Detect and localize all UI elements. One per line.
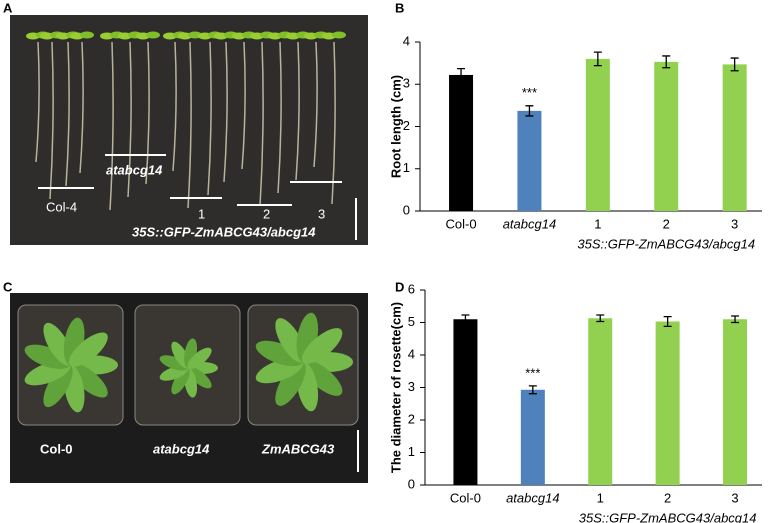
leaf — [332, 31, 346, 39]
leaf — [255, 340, 304, 367]
panel-label: C — [3, 279, 13, 294]
root — [207, 41, 212, 196]
root — [313, 41, 318, 168]
leaf — [275, 361, 306, 406]
error-bar — [593, 51, 602, 67]
error-bar — [457, 67, 466, 82]
x-tick-label: atabcg14 — [506, 490, 560, 505]
panel-label: B — [395, 0, 404, 15]
root — [223, 41, 228, 183]
bar — [654, 61, 679, 211]
leaf — [68, 332, 108, 367]
y-tick-label: 1 — [408, 444, 415, 459]
y-tick-label: 4 — [403, 33, 410, 48]
leaf — [146, 31, 160, 39]
photo-label: 3 — [318, 206, 325, 221]
x-tick-label: 2 — [663, 216, 670, 231]
x-tick-label: 2 — [664, 490, 671, 505]
y-tick-label: 4 — [408, 346, 415, 361]
root — [65, 41, 70, 187]
bar — [588, 318, 613, 485]
bar — [517, 110, 542, 211]
root — [109, 41, 114, 211]
x-tick-label: 3 — [731, 490, 738, 505]
rosettes — [24, 312, 353, 413]
root — [241, 41, 246, 170]
photo-label: atabcg14 — [106, 162, 163, 177]
error-bar — [662, 55, 671, 69]
photo-background — [10, 15, 368, 245]
photo-label: atabcg14 — [153, 441, 210, 456]
leaf — [43, 364, 73, 408]
leaf — [159, 355, 189, 371]
group-label: 35S::GFP-ZmABCG43/abcg14 — [577, 236, 755, 251]
leaf — [24, 344, 71, 369]
photo-label: 2 — [263, 206, 270, 221]
photo-label: 1 — [198, 206, 205, 221]
root — [331, 41, 336, 205]
leaf — [171, 367, 190, 395]
photo-label: Col-4 — [46, 199, 77, 214]
leaf — [301, 328, 343, 364]
bar — [449, 74, 474, 211]
annotation: *** — [522, 85, 537, 100]
photo-label: ZmABCG43 — [261, 441, 335, 456]
leaf — [68, 363, 108, 398]
error-bar — [528, 385, 537, 395]
x-tick-label: Col-0 — [446, 216, 477, 231]
root — [49, 41, 54, 200]
panel-label: A — [3, 0, 13, 15]
error-bar — [730, 57, 739, 72]
bar — [453, 319, 478, 485]
bar — [585, 58, 610, 212]
root — [127, 41, 132, 198]
x-tick-label: 1 — [594, 216, 601, 231]
annotation: *** — [525, 365, 540, 380]
root — [187, 41, 192, 209]
y-axis-label: Root length (cm) — [388, 75, 403, 178]
leaf — [187, 347, 212, 370]
photo-label: 35S::GFP-ZmABCG43/abcg14 — [132, 224, 316, 239]
root — [259, 41, 264, 207]
error-bar — [663, 316, 672, 328]
root — [295, 41, 300, 181]
y-tick-label: 5 — [408, 314, 415, 329]
x-tick-label: 3 — [731, 216, 738, 231]
error-bar — [731, 315, 740, 324]
root — [35, 41, 40, 163]
y-tick-label: 3 — [403, 76, 410, 91]
x-tick-label: Col-0 — [450, 490, 481, 505]
panel-label: D — [395, 279, 404, 294]
leaf — [80, 31, 94, 39]
error-bar — [596, 314, 605, 323]
scale-lines — [38, 154, 357, 240]
bar — [723, 319, 748, 485]
y-tick-label: 3 — [408, 379, 415, 394]
x-tick-label: 1 — [597, 490, 604, 505]
group-label: 35S::GFP-ZmABCG43/abcg14 — [579, 510, 757, 523]
y-tick-label: 2 — [403, 118, 410, 133]
seedlings — [26, 31, 346, 211]
bar — [520, 389, 545, 485]
root — [172, 41, 177, 172]
y-tick-label: 1 — [403, 160, 410, 175]
error-bar — [461, 314, 470, 325]
y-tick-label: 0 — [408, 476, 415, 491]
y-tick-label: 2 — [408, 411, 415, 426]
bar — [722, 64, 747, 211]
error-bar — [525, 105, 534, 117]
x-tick-label: atabcg14 — [503, 216, 557, 231]
root — [79, 41, 84, 174]
y-tick-label: 6 — [408, 281, 415, 296]
bar — [655, 321, 680, 485]
y-tick-label: 0 — [403, 202, 410, 217]
root — [277, 41, 282, 194]
root — [145, 41, 150, 185]
leaf — [187, 366, 212, 389]
y-axis-label: The diameter of rosette(cm) — [388, 302, 403, 473]
photo-label: Col-0 — [40, 441, 73, 456]
leaf — [301, 360, 343, 396]
